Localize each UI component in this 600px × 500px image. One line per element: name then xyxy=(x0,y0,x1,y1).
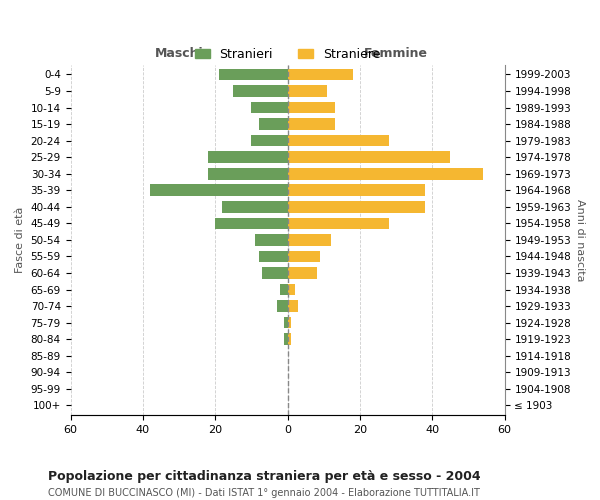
Legend: Stranieri, Straniere: Stranieri, Straniere xyxy=(190,42,386,66)
Text: Popolazione per cittadinanza straniera per età e sesso - 2004: Popolazione per cittadinanza straniera p… xyxy=(48,470,481,483)
Bar xyxy=(259,250,287,262)
Text: COMUNE DI BUCCINASCO (MI) - Dati ISTAT 1° gennaio 2004 - Elaborazione TUTTITALIA: COMUNE DI BUCCINASCO (MI) - Dati ISTAT 1… xyxy=(48,488,480,498)
Bar xyxy=(287,102,335,114)
Y-axis label: Anni di nascita: Anni di nascita xyxy=(575,198,585,281)
Bar xyxy=(287,168,483,179)
Bar xyxy=(287,135,389,146)
Bar xyxy=(287,85,328,97)
Text: Femmine: Femmine xyxy=(364,46,428,60)
Bar xyxy=(150,184,287,196)
Bar xyxy=(287,68,353,80)
Bar xyxy=(287,184,425,196)
Bar xyxy=(284,334,287,345)
Bar xyxy=(262,267,287,279)
Bar xyxy=(215,218,287,229)
Bar xyxy=(287,334,291,345)
Bar xyxy=(280,284,287,296)
Text: Maschi: Maschi xyxy=(155,46,203,60)
Bar xyxy=(277,300,287,312)
Bar xyxy=(287,152,451,163)
Bar xyxy=(287,267,317,279)
Bar xyxy=(287,300,298,312)
Bar xyxy=(259,118,287,130)
Bar xyxy=(251,135,287,146)
Y-axis label: Fasce di età: Fasce di età xyxy=(15,206,25,273)
Bar xyxy=(233,85,287,97)
Bar xyxy=(284,317,287,328)
Bar xyxy=(287,317,291,328)
Bar xyxy=(251,102,287,114)
Bar xyxy=(287,201,425,212)
Bar xyxy=(208,152,287,163)
Bar xyxy=(223,201,287,212)
Bar xyxy=(219,68,287,80)
Bar xyxy=(287,250,320,262)
Bar xyxy=(255,234,287,245)
Bar xyxy=(287,118,335,130)
Bar xyxy=(287,284,295,296)
Bar xyxy=(287,234,331,245)
Bar xyxy=(287,218,389,229)
Bar xyxy=(208,168,287,179)
